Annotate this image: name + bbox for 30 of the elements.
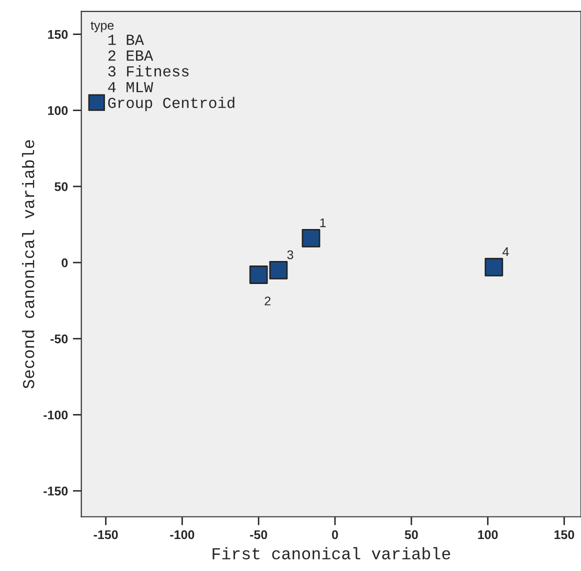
y-tick-label: -150 — [44, 486, 68, 496]
x-axis-title: First canonical variable — [212, 547, 450, 560]
y-tick-label: 100 — [48, 106, 68, 116]
x-tick-label: 100 — [478, 530, 498, 540]
y-tick-label: 150 — [48, 30, 68, 39]
annotation: 4 MLW — [108, 82, 154, 92]
annotation: 1 BA — [108, 34, 144, 45]
point — [269, 260, 288, 280]
y-tick-label: 50 — [54, 182, 68, 192]
annotation: 4 — [502, 247, 509, 256]
y-axis-title: Second canonical variable — [22, 140, 34, 388]
annotation: 2 EBA — [108, 50, 154, 61]
y-tick-label: -100 — [44, 410, 68, 420]
annotation: 2 — [264, 296, 270, 306]
legend-title: type — [90, 22, 114, 32]
x-tick-label: 150 — [554, 530, 574, 540]
x-tick-label: -150 — [94, 530, 118, 540]
y-tick-label: -50 — [50, 334, 68, 344]
x-tick-label: 50 — [404, 530, 418, 540]
x-tick-label: -50 — [250, 530, 268, 540]
annotation: 3 Fitness — [108, 65, 189, 77]
annotation: 3 — [287, 250, 294, 260]
x-tick-label: 0 — [332, 530, 338, 540]
legend-label: Group Centroid — [108, 96, 234, 112]
point — [249, 266, 268, 284]
x-tick-label: -100 — [170, 530, 194, 540]
y-tick-label: 0 — [62, 258, 68, 268]
point — [302, 229, 320, 248]
point — [484, 258, 504, 276]
annotation: 1 — [320, 218, 326, 228]
